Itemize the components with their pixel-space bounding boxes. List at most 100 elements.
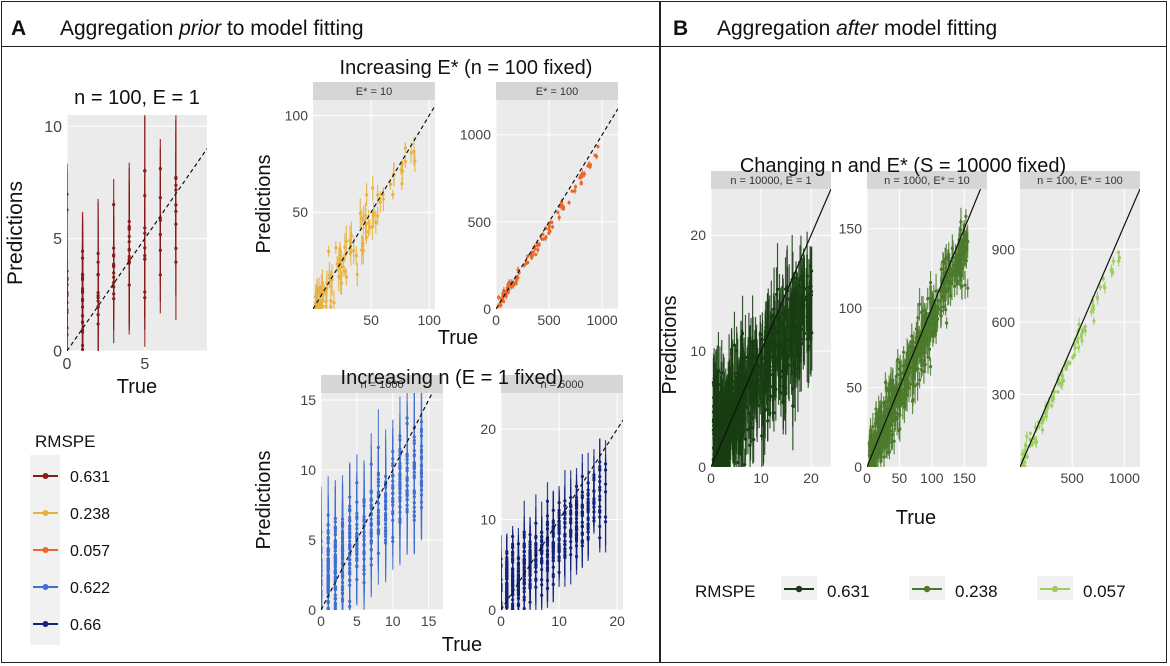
data-point — [67, 208, 69, 212]
data-point — [506, 284, 510, 288]
facet-strip — [321, 375, 443, 393]
data-point — [505, 595, 509, 599]
x-tick-label: 20 — [609, 613, 625, 629]
data-point — [505, 555, 509, 560]
data-point — [376, 214, 380, 218]
facet-strip-label: n = 10000, E = 1 — [730, 175, 811, 187]
data-point — [802, 295, 806, 299]
y-tick-label: 0 — [53, 344, 62, 361]
plot-data — [867, 207, 970, 467]
data-point — [750, 379, 754, 384]
data-point — [528, 532, 532, 537]
data-point — [383, 532, 388, 536]
data-point — [143, 257, 147, 261]
plot-data — [496, 144, 600, 309]
data-point — [787, 363, 791, 367]
data-point — [67, 293, 69, 298]
data-point — [927, 347, 932, 351]
panel-a-title: Aggregation prior to model fitting — [60, 17, 364, 41]
x-tick-label: 10 — [753, 470, 769, 486]
x-tick-label: 100 — [418, 312, 442, 328]
data-point — [712, 376, 716, 381]
x-tick-label: 10 — [385, 613, 401, 629]
data-point — [409, 151, 413, 155]
data-point — [319, 287, 323, 291]
data-point — [751, 426, 755, 430]
data-point — [374, 220, 378, 224]
x-tick-label: 0 — [63, 356, 72, 373]
data-point — [598, 479, 602, 484]
data-point — [594, 154, 599, 159]
data-point — [355, 272, 359, 277]
data-point — [528, 583, 532, 587]
data-point — [579, 182, 583, 186]
data-point — [742, 411, 746, 416]
plot-background — [496, 100, 618, 309]
data-point — [112, 297, 116, 301]
data-point — [96, 291, 100, 295]
data-point — [785, 338, 790, 342]
data-point — [320, 299, 324, 303]
data-point — [534, 565, 538, 569]
y-tick-label: 0 — [488, 602, 496, 618]
facet-strip-label: E* = 10 — [356, 86, 392, 98]
data-point — [771, 313, 776, 317]
facet-strip — [313, 82, 435, 100]
plot-a-n5000: n = 5000 0 10 20 0 10 20 — [480, 375, 625, 629]
data-point — [317, 300, 322, 305]
data-point — [737, 382, 741, 386]
plot-data — [321, 393, 424, 610]
data-point — [592, 476, 596, 480]
data-point — [567, 201, 571, 205]
data-point — [158, 167, 162, 171]
identity-line — [711, 189, 831, 467]
data-point — [560, 204, 565, 208]
data-point — [369, 534, 373, 538]
plot-data — [313, 136, 417, 309]
data-point — [497, 295, 501, 300]
data-point — [332, 301, 336, 305]
plot-background — [321, 393, 443, 610]
data-point — [944, 308, 948, 312]
data-point — [580, 510, 584, 514]
data-point — [551, 508, 555, 512]
facet-strip-label: n = 5000 — [540, 379, 583, 391]
plot-a-main: 0 5 0 5 10 Predictions — [4, 115, 207, 373]
data-point — [794, 300, 798, 304]
data-point — [80, 330, 85, 334]
data-point — [775, 287, 780, 291]
data-point — [797, 317, 801, 321]
data-point — [721, 387, 726, 391]
panel-a-label: A — [11, 17, 27, 40]
data-point — [340, 524, 345, 528]
data-point — [344, 239, 348, 243]
data-point — [388, 182, 393, 186]
data-point — [329, 305, 333, 309]
data-point — [592, 515, 596, 520]
plot-a-e100: E* = 100 0 500 1000 0 500 1000 — [460, 82, 618, 328]
data-point — [551, 572, 555, 577]
data-point — [587, 162, 591, 166]
data-point — [746, 428, 750, 432]
panel-a-title-post: to model fitting — [221, 17, 364, 40]
y-tick-label: 0 — [483, 301, 491, 317]
data-point — [540, 544, 544, 548]
data-point — [550, 225, 555, 229]
data-point — [908, 345, 913, 349]
data-point — [753, 355, 757, 359]
data-point — [376, 445, 381, 450]
data-point — [399, 168, 403, 172]
panel-a-title-em: prior — [179, 17, 222, 40]
data-point — [755, 399, 759, 404]
data-point — [337, 274, 341, 278]
facet-strip — [711, 171, 831, 189]
data-point — [511, 592, 515, 596]
data-point — [522, 560, 526, 565]
panel-b-title-pre: Aggregation — [717, 17, 837, 40]
data-point — [516, 602, 521, 606]
data-point — [748, 362, 752, 366]
data-point — [363, 214, 367, 218]
data-point — [720, 371, 724, 375]
data-point — [344, 275, 348, 279]
